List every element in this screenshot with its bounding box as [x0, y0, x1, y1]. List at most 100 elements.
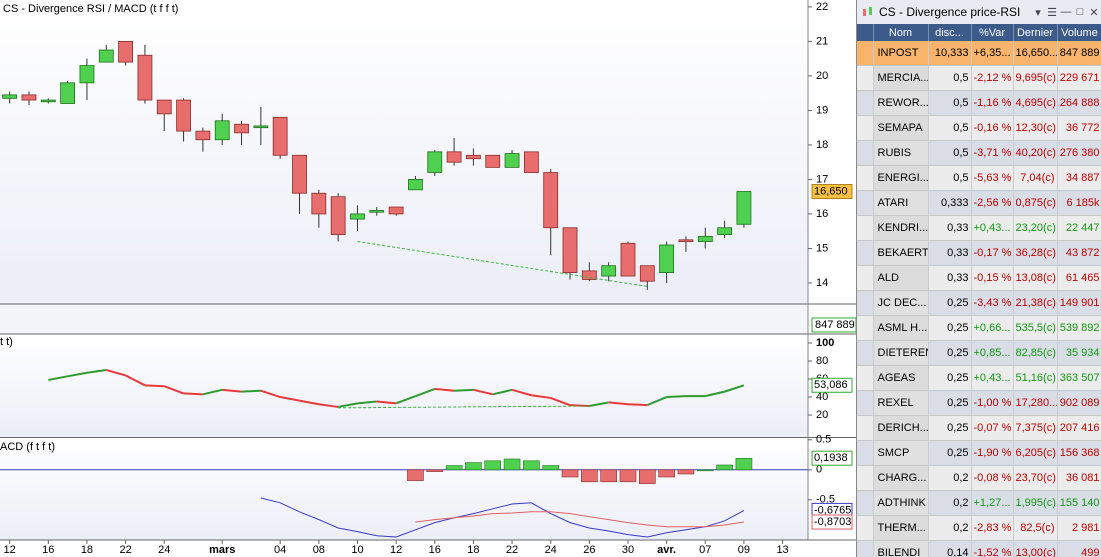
maximize-button[interactable]: □	[1076, 6, 1084, 18]
table-row[interactable]: RUBIS 0,5 -3,71 % 40,20(c) 276 380	[857, 140, 1101, 166]
row-marker	[857, 365, 874, 391]
candle-body	[369, 210, 385, 213]
table-cell: 0,25	[928, 340, 972, 366]
column-header[interactable]: Nom	[873, 24, 929, 41]
row-marker	[857, 340, 874, 366]
candle-body	[40, 99, 56, 103]
table-row[interactable]: SMCP 0,25 -1,90 % 6,205(c) 156 368	[857, 440, 1101, 466]
x-tick-label: 18	[467, 544, 479, 556]
table-cell: -5,63 %	[971, 165, 1014, 191]
table-cell: 23,20(c)	[1013, 215, 1058, 241]
table-cell: 363 507	[1057, 365, 1101, 391]
table-row[interactable]: CHARG... 0,2 -0,08 % 23,70(c) 36 081	[857, 465, 1101, 491]
x-tick-label: 12	[390, 544, 402, 556]
x-tick-label: 18	[81, 544, 93, 556]
table-cell: 10,333	[928, 41, 972, 66]
table-cell: 0,25	[928, 290, 972, 316]
candle-body	[678, 239, 694, 242]
menu-button[interactable]: ☰	[1047, 6, 1057, 19]
rsi-segment	[608, 401, 629, 406]
table-cell: 0,5	[928, 90, 972, 116]
y-tick-label: 0	[816, 464, 822, 476]
candle-body	[408, 179, 423, 191]
table-cell: BILENDI	[873, 540, 929, 557]
rsi-segment	[473, 388, 493, 396]
row-marker	[857, 90, 874, 116]
candle-body	[98, 49, 114, 63]
table-row[interactable]: THERM... 0,2 -2,83 % 82,5(c) 2 981	[857, 515, 1101, 541]
table-row[interactable]: MERCIA... 0,5 -2,12 % 9,695(c) 229 671	[857, 65, 1101, 91]
rsi-segment	[260, 389, 281, 398]
table-cell: 0,5	[928, 65, 972, 91]
candle-body	[697, 235, 713, 242]
table-row[interactable]: ALD 0,33 -0,15 % 13,08(c) 61 465	[857, 265, 1101, 291]
rsi-segment	[86, 369, 107, 374]
table-cell: 35 934	[1057, 340, 1101, 366]
candle-body	[234, 123, 249, 134]
icon	[863, 7, 872, 16]
table-cell: 36,28(c)	[1013, 240, 1058, 266]
table-row[interactable]: REXEL 0,25 -1,00 % 17,280... 902 089	[857, 390, 1101, 416]
table-cell: 0,5	[928, 140, 972, 166]
histogram-bar	[445, 465, 463, 471]
x-tick-label: 30	[622, 544, 634, 556]
table-cell: -0,08 %	[971, 465, 1014, 491]
table-row[interactable]: DERICH... 0,25 -0,07 % 7,375(c) 207 416	[857, 415, 1101, 441]
table-cell: 229 671	[1057, 65, 1101, 91]
x-tick-label: mars	[209, 544, 235, 556]
table-cell: 22 447	[1057, 215, 1101, 241]
table-row[interactable]: ENERGI... 0,5 -5,63 % 7,04(c) 34 887	[857, 165, 1101, 191]
table-cell: ATARI	[873, 190, 929, 216]
candle-body	[581, 270, 597, 280]
table-row[interactable]: ADTHINK 0,2 +1,27... 1,995(c) 155 140	[857, 490, 1101, 516]
column-header[interactable]: Dernier	[1013, 24, 1058, 41]
table-row[interactable]: INPOST 10,333 +6,35... 16,650... 847 889	[857, 41, 1101, 66]
value-box	[811, 450, 853, 466]
table-row[interactable]: SEMAPA 0,5 -0,16 % 12,30(c) 36 772	[857, 115, 1101, 141]
table-row[interactable]: ASML H... 0,25 +0,66... 535,5(c) 539 892	[857, 315, 1101, 341]
minimize-button[interactable]: —	[1060, 6, 1072, 18]
row-marker	[857, 240, 874, 266]
value-label: 847 889	[815, 319, 855, 331]
row-marker	[857, 515, 874, 541]
histogram-bar	[639, 469, 656, 484]
table-cell: 16,650...	[1013, 41, 1058, 66]
table-row[interactable]: ATARI 0,333 -2,56 % 0,875(c) 6 185k	[857, 190, 1101, 216]
row-marker	[857, 315, 874, 341]
column-header[interactable]: Volume	[1057, 24, 1101, 41]
rsi-segment	[376, 400, 397, 405]
close-button[interactable]: ✕	[1089, 6, 1099, 19]
table-cell: BEKAERT	[873, 240, 929, 266]
dropdown[interactable]: ▾	[1035, 6, 1041, 19]
table-cell: ADTHINK	[873, 490, 929, 516]
table-row[interactable]: DIETEREN 0,25 +0,85... 82,85(c) 35 934	[857, 340, 1101, 366]
table-row[interactable]: KENDRI... 0,33 +0,43... 23,20(c) 22 447	[857, 215, 1101, 241]
table-row[interactable]: REWOR... 0,5 -1,16 % 4,695(c) 264 888	[857, 90, 1101, 116]
column-header[interactable]: %Var	[971, 24, 1014, 41]
column-header[interactable]: disc...	[928, 24, 972, 41]
panel-title[interactable]: CS - Divergence price-RSI	[879, 5, 1021, 19]
row-marker	[857, 115, 874, 141]
table-row[interactable]: AGEAS 0,25 +0,43... 51,16(c) 363 507	[857, 365, 1101, 391]
table-cell: -3,71 %	[971, 140, 1014, 166]
table-cell: 0,25	[928, 390, 972, 416]
table-row[interactable]: BEKAERT 0,33 -0,17 % 36,28(c) 43 872	[857, 240, 1101, 266]
table-row[interactable]: JC DEC... 0,25 -3,43 % 21,38(c) 149 901	[857, 290, 1101, 316]
rsi-segment	[241, 389, 261, 393]
candle-body	[446, 151, 462, 163]
candle-body	[485, 154, 501, 168]
table-cell: -3,43 %	[971, 290, 1014, 316]
table-cell: REWOR...	[873, 90, 929, 116]
histogram-bar	[407, 469, 424, 481]
rsi-segment	[106, 369, 126, 377]
table-cell: 0,33	[928, 240, 972, 266]
table-cell: 902 089	[1057, 390, 1101, 416]
candle-body	[523, 151, 539, 173]
histogram-bar	[581, 469, 598, 483]
table-cell: JC DEC...	[873, 290, 929, 316]
table-cell: 34 887	[1057, 165, 1101, 191]
table-row[interactable]: BILENDI 0,14 -1,52 % 13,00(c) 499	[857, 540, 1101, 557]
histogram-bar	[658, 469, 675, 478]
row-marker	[857, 490, 874, 516]
